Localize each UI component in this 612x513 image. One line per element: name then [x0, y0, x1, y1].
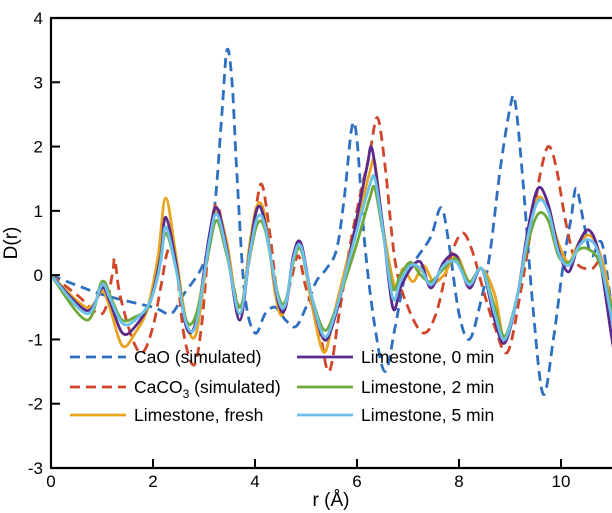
legend-label: Limestone, fresh — [134, 405, 263, 425]
legend-label: Limestone, 0 min — [361, 347, 494, 367]
legend-item-limestone-5-min: Limestone, 5 min — [297, 405, 494, 425]
series-line-cao-simulated — [51, 47, 612, 396]
x-tick-label: 8 — [454, 472, 463, 491]
y-tick-label: -1 — [28, 330, 43, 349]
x-tick-label: 4 — [250, 472, 259, 491]
axes-layer — [49, 16, 612, 470]
legend-label-tail: (simulated) — [189, 377, 280, 397]
series-line-limestone-5-min — [51, 174, 612, 342]
x-tick-label: 10 — [552, 472, 571, 491]
legend-label: Limestone, 2 min — [361, 377, 494, 397]
x-tick-label: 2 — [148, 472, 157, 491]
legend-item-caco-simulated: CaCO3 (simulated) — [70, 377, 281, 401]
y-tick-label: 4 — [34, 9, 43, 28]
y-tick-label: 3 — [34, 73, 43, 92]
x-tick-label: 6 — [352, 472, 361, 491]
legend-item-limestone-fresh: Limestone, fresh — [70, 405, 263, 425]
x-axis-title: r (Å) — [313, 490, 350, 511]
legend-label-subscript: 3 — [183, 387, 190, 401]
legend-item-limestone-0-min: Limestone, 0 min — [297, 347, 494, 367]
legend-label: CaCO3 (simulated) — [134, 377, 281, 401]
legend-label: CaO (simulated) — [134, 347, 261, 367]
y-tick-label: -3 — [28, 459, 43, 478]
ticks-layer: -3 -2 -1 0 1 2 3 4 0 2 4 6 8 10 — [28, 9, 571, 491]
legend: CaO (simulated) CaCO3 (simulated) Limeston… — [70, 347, 494, 425]
legend-item-limestone-2-min: Limestone, 2 min — [297, 377, 494, 397]
x-tick-label: 0 — [46, 472, 55, 491]
legend-item-cao-simulated: CaO (simulated) — [70, 347, 261, 367]
y-axis-title: D(r) — [1, 227, 22, 260]
series-layer — [51, 47, 612, 396]
y-tick-label: 1 — [34, 202, 43, 221]
y-tick-label: 0 — [34, 266, 43, 285]
legend-label: Limestone, 5 min — [361, 405, 494, 425]
y-tick-label: 2 — [34, 138, 43, 157]
y-tick-label: -2 — [28, 395, 43, 414]
